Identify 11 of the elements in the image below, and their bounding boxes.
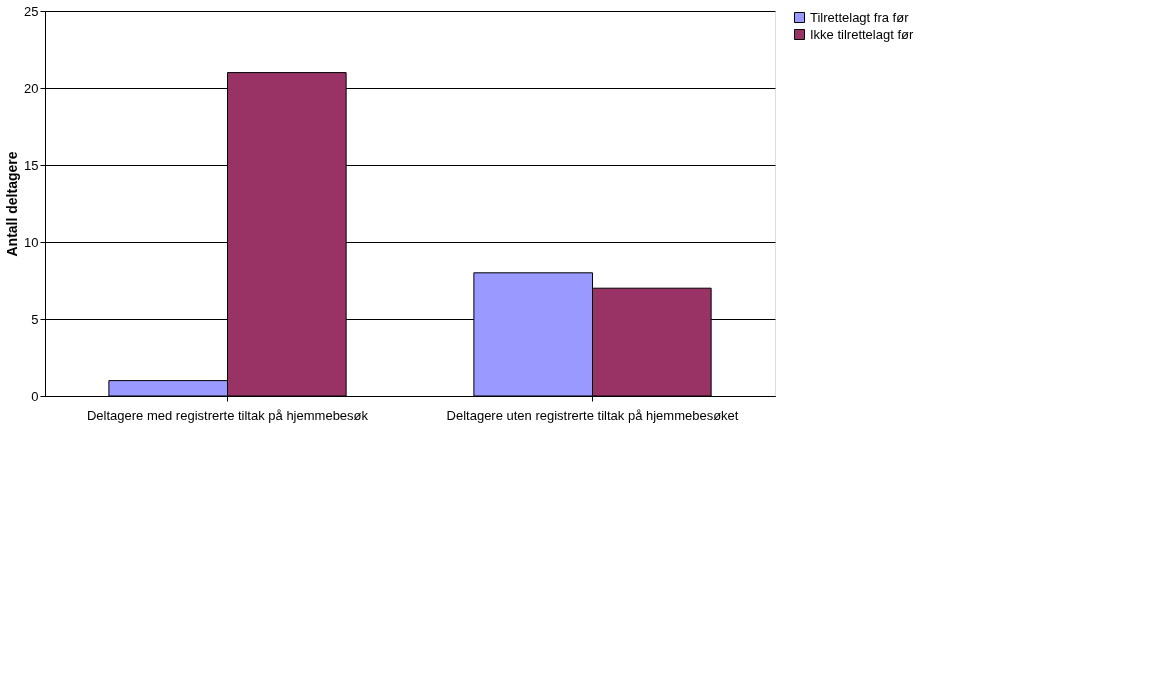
y-axis-title: Antall deltagere [4, 151, 21, 257]
x-tick-label: Deltagere med registrerte tiltak på hjemmebesøk [86, 407, 369, 423]
y-tick-label: 25 [24, 3, 39, 19]
x-tick-label: Deltagere uten registrerte tiltak på hjemmebesøket [446, 407, 739, 423]
y-tick-label: 0 [31, 388, 39, 404]
y-tick-label: 15 [24, 157, 39, 173]
legend-label: Ikke tilrettelagt før [810, 26, 914, 42]
y-tick-label: 10 [24, 234, 39, 250]
legend-label: Tilrettelagt fra før [810, 9, 910, 25]
y-tick-label: 20 [24, 80, 39, 96]
y-tick-label: 5 [31, 311, 39, 327]
